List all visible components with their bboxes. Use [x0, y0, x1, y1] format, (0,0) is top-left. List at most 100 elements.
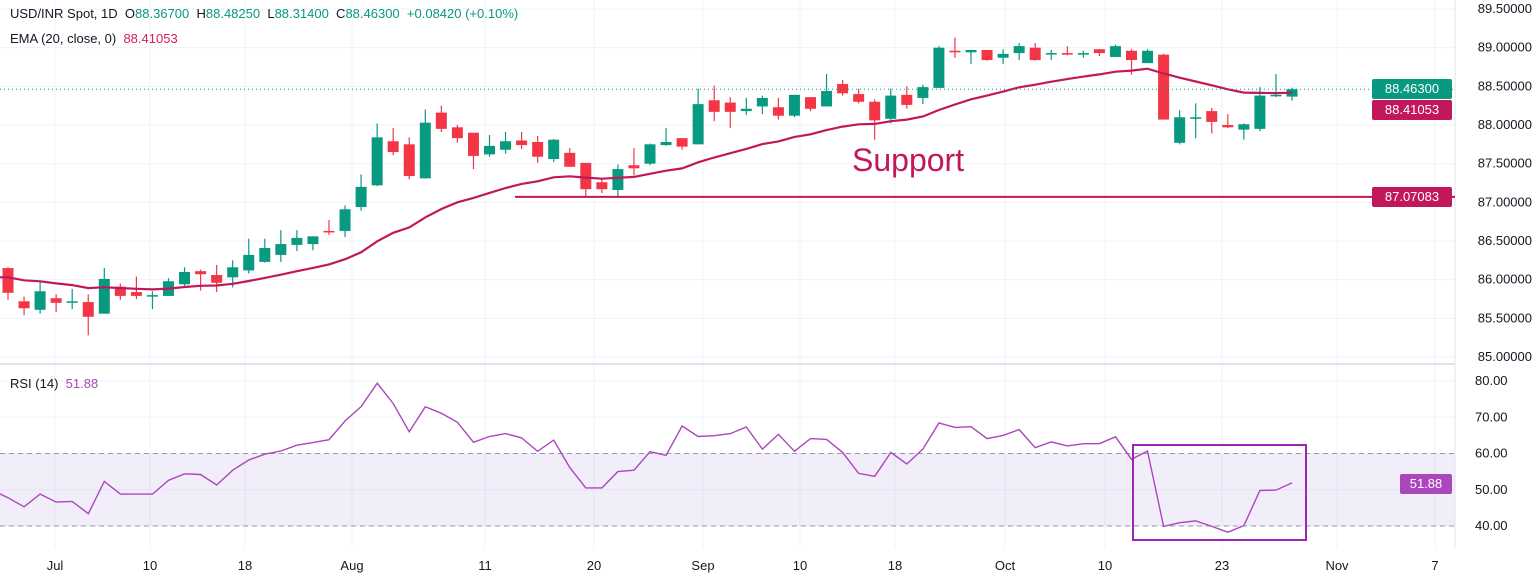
candle	[18, 296, 30, 316]
candle	[163, 278, 174, 296]
time-tick-label: Nov	[1325, 558, 1349, 573]
candle-body	[981, 49, 993, 61]
time-tick-label: 11	[478, 558, 492, 573]
candle	[34, 281, 46, 314]
rsi-value-tag: 51.88	[1400, 474, 1452, 494]
candle-body	[740, 108, 752, 112]
rsi-highlight-box[interactable]	[1132, 444, 1307, 541]
candle-body	[724, 102, 736, 112]
candle-body	[98, 278, 110, 314]
candle	[275, 230, 287, 262]
candle-body	[772, 107, 784, 116]
candle-body	[275, 244, 287, 255]
candle-body	[756, 97, 768, 107]
time-tick-label: Aug	[340, 558, 363, 573]
candle	[323, 220, 335, 235]
candle	[837, 80, 849, 96]
candle	[243, 238, 255, 274]
ema-label: EMA (20, close, 0)	[10, 31, 117, 46]
rsi-legend[interactable]: RSI (14) 51.88	[10, 376, 98, 391]
time-axis[interactable]: Jul 10 18 Aug 11 20 Sep 10 18 Oct 10 23 Nov 7	[47, 558, 1439, 573]
low-value: 88.31400	[274, 6, 329, 21]
candle	[853, 88, 865, 104]
candle-body	[1190, 117, 1202, 119]
candle-body	[1222, 125, 1234, 128]
candle-body	[628, 165, 640, 169]
candle-body	[596, 182, 608, 190]
candle-body	[516, 140, 528, 146]
candle-body	[355, 186, 367, 207]
candle-body	[243, 254, 255, 271]
candle-body	[18, 301, 30, 309]
candle-body	[1126, 50, 1137, 61]
candle-body	[644, 144, 656, 164]
candle-body	[1142, 50, 1154, 64]
low-label: L	[267, 6, 275, 21]
ema-legend[interactable]: EMA (20, close, 0) 88.41053	[10, 31, 178, 46]
candle-body	[403, 144, 415, 177]
price-tick-label: 89.50000	[1478, 1, 1532, 16]
open-label: O	[124, 6, 136, 21]
candle	[756, 95, 768, 115]
candle	[772, 97, 784, 120]
candle	[740, 97, 752, 115]
candle-body	[1158, 54, 1170, 120]
price-axis[interactable]: 89.50000 89.00000 88.50000 88.00000 87.50000…	[1478, 1, 1532, 364]
candle-body	[1013, 46, 1025, 54]
candle-body	[580, 162, 592, 190]
candles	[2, 37, 1298, 336]
candle-body	[387, 141, 399, 153]
candle-body	[307, 236, 319, 245]
candle-body	[692, 104, 704, 145]
candle-body	[1206, 111, 1218, 122]
rsi-tick-label: 40.00	[1475, 518, 1508, 533]
symbol-title: USD/INR Spot, 1D	[10, 6, 118, 21]
candle-body	[1109, 46, 1121, 57]
ema-price-tag: 88.41053	[1372, 100, 1452, 120]
candle-body	[50, 298, 62, 303]
candle	[788, 94, 800, 118]
candle-body	[821, 90, 833, 107]
candle	[1045, 49, 1057, 61]
candle	[114, 283, 126, 300]
candle-body	[805, 97, 816, 109]
candle	[1254, 87, 1266, 132]
candle	[1238, 123, 1250, 140]
time-tick-label: 18	[888, 558, 902, 573]
candle	[66, 288, 78, 310]
candle	[981, 49, 993, 61]
ema-line	[0, 67, 1293, 291]
candle	[660, 128, 672, 146]
candle-body	[66, 301, 78, 303]
candle	[1109, 44, 1121, 57]
candle-body	[933, 47, 945, 88]
candle-body	[997, 53, 1009, 58]
price-tick-label: 86.50000	[1478, 233, 1532, 248]
price-tick-label: 88.50000	[1478, 78, 1532, 93]
candle	[676, 138, 688, 150]
candle	[869, 99, 881, 140]
high-label: H	[196, 6, 206, 21]
support-price-tag: 87.07083	[1372, 187, 1452, 207]
close-value: 88.46300	[345, 6, 400, 21]
time-tick-label: Sep	[691, 558, 714, 573]
candle-body	[885, 95, 897, 119]
candle-body	[901, 94, 913, 105]
candle-body	[451, 127, 463, 139]
time-tick-label: 7	[1431, 558, 1438, 573]
candle	[692, 88, 704, 145]
candle	[965, 49, 977, 64]
candle	[901, 86, 913, 109]
high-value: 88.48250	[205, 6, 261, 21]
candle	[1013, 43, 1025, 61]
candle	[82, 294, 94, 336]
candle-body	[1254, 95, 1266, 129]
rsi-band	[0, 453, 1455, 527]
candle	[179, 267, 191, 286]
candle-body	[708, 100, 720, 112]
candle-body	[532, 142, 544, 157]
candle	[291, 230, 303, 252]
rsi-axis[interactable]: 80.00 70.00 60.00 50.00 40.00	[1475, 373, 1508, 533]
candle	[467, 132, 479, 170]
